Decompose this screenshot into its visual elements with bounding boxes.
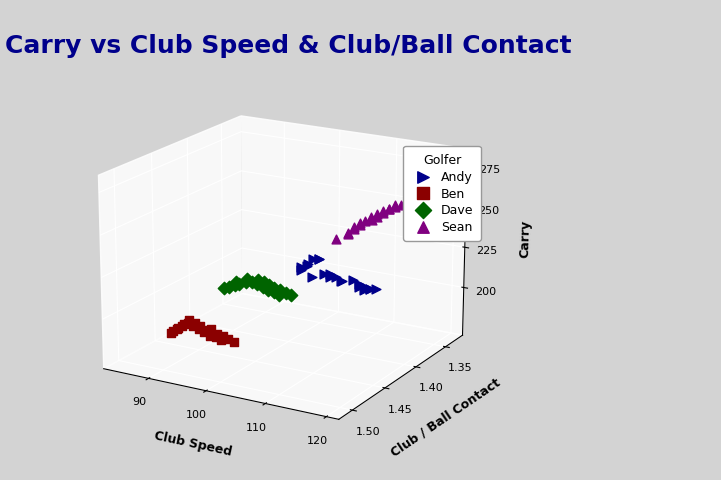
Legend: Andy, Ben, Dave, Sean: Andy, Ben, Dave, Sean	[403, 146, 481, 241]
X-axis label: Club Speed: Club Speed	[153, 428, 233, 457]
Text: Carry vs Club Speed & Club/Ball Contact: Carry vs Club Speed & Club/Ball Contact	[5, 34, 572, 58]
Y-axis label: Club / Ball Contact: Club / Ball Contact	[388, 375, 503, 458]
